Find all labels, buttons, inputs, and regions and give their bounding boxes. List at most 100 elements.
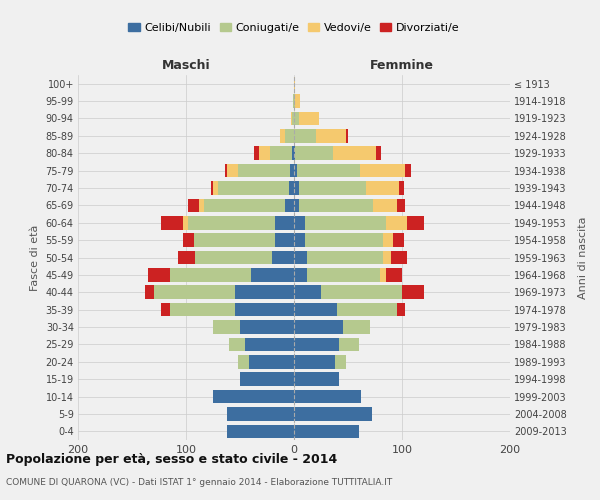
Bar [376, 146, 382, 160]
Bar [227, 164, 238, 177]
Bar [294, 390, 361, 404]
Bar [161, 216, 183, 230]
Bar [259, 146, 270, 160]
Bar [294, 94, 295, 108]
Y-axis label: Fasce di età: Fasce di età [30, 224, 40, 290]
Bar [286, 129, 294, 142]
Bar [272, 250, 294, 264]
Bar [386, 268, 402, 281]
Bar [305, 234, 383, 247]
Bar [218, 181, 289, 195]
Bar [360, 164, 405, 177]
Bar [294, 303, 337, 316]
Bar [299, 181, 367, 195]
Bar [286, 198, 294, 212]
Bar [294, 198, 299, 212]
Bar [291, 112, 292, 125]
Bar [383, 250, 391, 264]
Bar [235, 303, 294, 316]
Bar [295, 146, 333, 160]
Bar [248, 355, 294, 368]
Bar [294, 355, 335, 368]
Bar [275, 234, 294, 247]
Bar [205, 198, 286, 212]
Bar [307, 268, 380, 281]
Bar [145, 286, 154, 299]
Bar [294, 250, 307, 264]
Bar [295, 94, 301, 108]
Bar [275, 216, 294, 230]
Bar [240, 372, 294, 386]
Bar [194, 250, 272, 264]
Bar [280, 129, 286, 142]
Bar [346, 129, 348, 142]
Bar [294, 338, 340, 351]
Bar [294, 286, 321, 299]
Text: COMUNE DI QUARONA (VC) - Dati ISTAT 1° gennaio 2014 - Elaborazione TUTTITALIA.IT: COMUNE DI QUARONA (VC) - Dati ISTAT 1° g… [6, 478, 392, 487]
Bar [297, 164, 360, 177]
Bar [270, 146, 292, 160]
Bar [294, 268, 307, 281]
Bar [373, 198, 397, 212]
Bar [161, 303, 170, 316]
Bar [397, 198, 405, 212]
Bar [245, 338, 294, 351]
Bar [294, 407, 372, 420]
Bar [294, 216, 305, 230]
Bar [299, 198, 373, 212]
Bar [386, 216, 407, 230]
Bar [299, 112, 319, 125]
Text: Popolazione per età, sesso e stato civile - 2014: Popolazione per età, sesso e stato civil… [6, 452, 337, 466]
Bar [333, 146, 376, 160]
Bar [340, 338, 359, 351]
Text: Maschi: Maschi [161, 60, 211, 72]
Bar [213, 390, 294, 404]
Bar [316, 129, 346, 142]
Bar [148, 268, 170, 281]
Bar [183, 216, 188, 230]
Bar [294, 77, 295, 90]
Bar [290, 164, 294, 177]
Bar [188, 198, 199, 212]
Bar [294, 112, 299, 125]
Legend: Celibi/Nubili, Coniugati/e, Vedovi/e, Divorziati/e: Celibi/Nubili, Coniugati/e, Vedovi/e, Di… [124, 18, 464, 38]
Bar [229, 338, 245, 351]
Bar [380, 268, 386, 281]
Bar [170, 268, 251, 281]
Y-axis label: Anni di nascita: Anni di nascita [578, 216, 588, 298]
Bar [235, 286, 294, 299]
Bar [251, 268, 294, 281]
Bar [391, 250, 407, 264]
Bar [294, 424, 359, 438]
Bar [399, 181, 404, 195]
Bar [383, 234, 394, 247]
Bar [294, 164, 297, 177]
Text: Femmine: Femmine [370, 60, 434, 72]
Bar [225, 164, 227, 177]
Bar [238, 164, 290, 177]
Bar [397, 303, 405, 316]
Bar [293, 94, 294, 108]
Bar [407, 216, 424, 230]
Bar [394, 234, 404, 247]
Bar [194, 234, 275, 247]
Bar [305, 216, 386, 230]
Bar [405, 164, 410, 177]
Bar [289, 181, 294, 195]
Bar [238, 355, 248, 368]
Bar [199, 198, 205, 212]
Bar [254, 146, 259, 160]
Bar [294, 234, 305, 247]
Bar [367, 181, 399, 195]
Bar [292, 112, 294, 125]
Bar [227, 424, 294, 438]
Bar [294, 146, 295, 160]
Bar [178, 250, 194, 264]
Bar [307, 250, 383, 264]
Bar [170, 303, 235, 316]
Bar [211, 181, 213, 195]
Bar [227, 407, 294, 420]
Bar [343, 320, 370, 334]
Bar [294, 320, 343, 334]
Bar [294, 129, 316, 142]
